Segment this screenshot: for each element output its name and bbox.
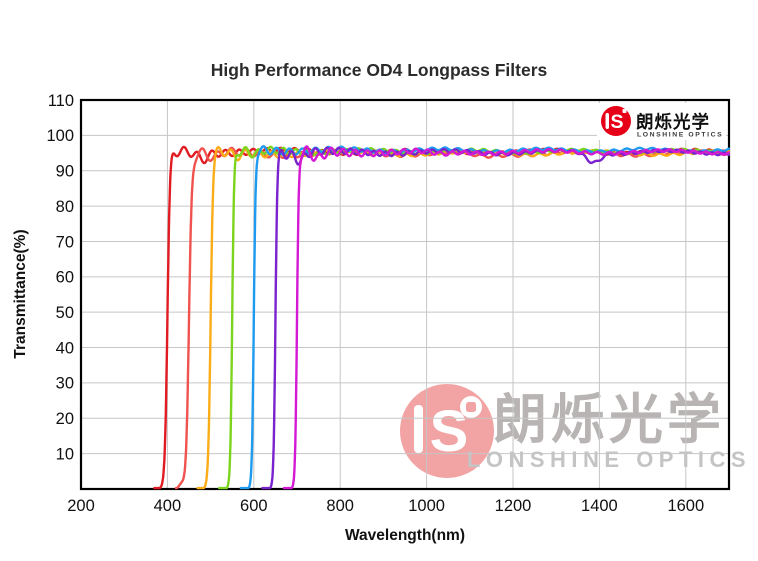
watermark-en-text: LONSHINE OPTICS [467, 447, 751, 472]
y-tick-label: 80 [56, 198, 74, 216]
watermark-dot-icon [466, 402, 476, 412]
plot-border [79, 98, 731, 491]
x-tick-label: 1400 [581, 497, 618, 515]
y-axis-label: Transmittance(%) [12, 229, 29, 358]
x-axis-label: Wavelength(nm) [345, 527, 465, 544]
x-tick-label: 800 [326, 497, 354, 515]
corner-logo-dot-icon [622, 109, 627, 113]
chart-title: High Performance OD4 Longpass Filters [211, 60, 548, 80]
watermark-monogram-bar-icon [414, 405, 423, 453]
y-tick-label: 30 [56, 375, 74, 393]
y-tick-label: 90 [56, 163, 74, 181]
y-tick-label: 10 [56, 445, 74, 463]
watermark-logo: S 朗烁光学 LONSHINE OPTICS [400, 384, 751, 478]
y-tick-label: 100 [46, 127, 74, 145]
curve-LP700 [282, 145, 730, 490]
y-tick-label: 40 [56, 339, 74, 357]
y-tick-label: 50 [56, 304, 74, 322]
x-tick-label: 200 [67, 497, 95, 515]
x-tick-label: 1600 [667, 497, 704, 515]
x-tick-label: 400 [154, 497, 182, 515]
corner-logo-en-text: LONSHINE OPTICS [637, 132, 723, 139]
corner-logo-cn-text: 朗烁光学 [636, 112, 710, 132]
corner-logo-bar-icon [605, 113, 609, 129]
y-tick-label: 110 [48, 92, 74, 110]
y-tick-label: 20 [56, 410, 74, 428]
corner-logo: S 朗烁光学 LONSHINE OPTICS [597, 103, 726, 140]
y-tick-labels: 10 20 30 40 50 60 70 80 90 100 110 [46, 92, 74, 464]
y-tick-label: 60 [56, 269, 74, 287]
watermark-cn-text: 朗烁光学 [493, 390, 725, 450]
y-tick-label: 70 [56, 233, 74, 251]
x-tick-label: 1000 [408, 497, 445, 515]
x-tick-label: 1200 [495, 497, 532, 515]
x-tick-label: 600 [240, 497, 268, 515]
corner-logo-monogram-icon: S [610, 111, 623, 133]
x-tick-labels: 200 400 600 800 1000 1200 1400 1600 [67, 497, 704, 515]
curve-group [153, 145, 730, 490]
